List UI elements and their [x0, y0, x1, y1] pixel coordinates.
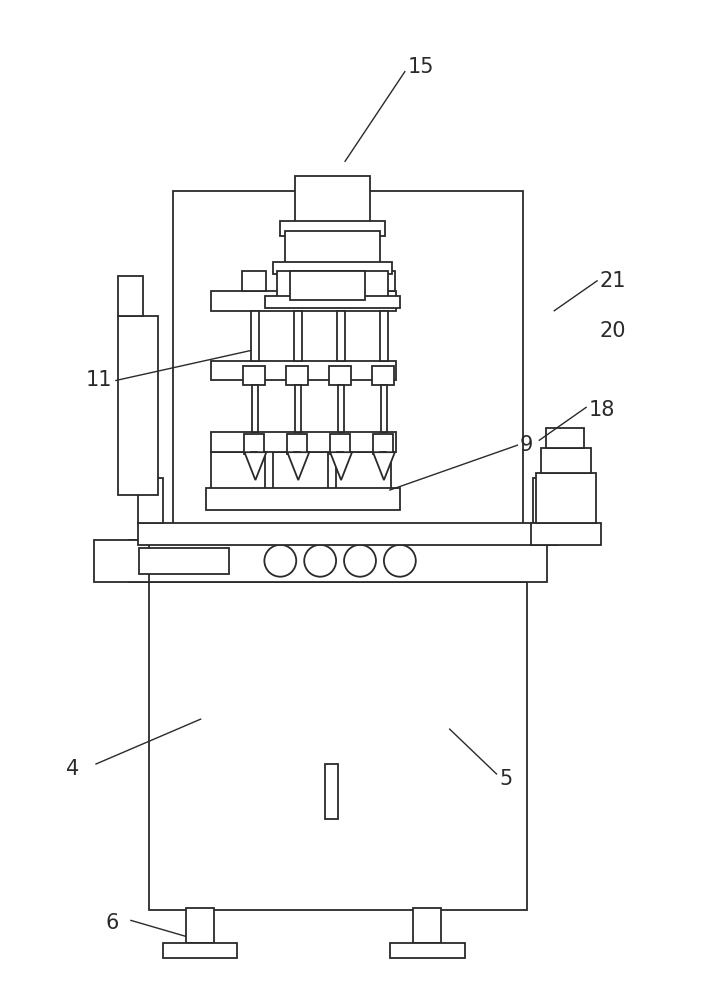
Bar — [329, 366, 351, 385]
Bar — [210, 432, 396, 452]
Bar — [290, 271, 365, 300]
Bar — [138, 478, 163, 523]
Bar — [163, 943, 238, 958]
Text: 11: 11 — [86, 370, 112, 390]
Bar — [286, 271, 309, 291]
Bar — [325, 764, 338, 819]
Bar — [244, 366, 265, 385]
Bar — [186, 908, 214, 943]
Bar — [294, 311, 302, 361]
Bar — [149, 582, 527, 910]
Polygon shape — [330, 452, 352, 480]
Bar — [281, 221, 385, 236]
Text: 21: 21 — [599, 271, 626, 291]
Bar — [286, 366, 308, 385]
Bar — [381, 385, 387, 432]
Bar — [252, 385, 258, 432]
Bar — [328, 271, 352, 291]
Bar — [118, 316, 158, 495]
Text: 4: 4 — [66, 759, 80, 779]
Text: 5: 5 — [500, 769, 513, 789]
Text: 18: 18 — [589, 400, 616, 420]
Text: 20: 20 — [599, 321, 626, 341]
Bar — [338, 385, 344, 432]
Bar — [542, 448, 591, 473]
Bar — [336, 452, 391, 490]
Text: 6: 6 — [106, 913, 120, 933]
Bar — [531, 523, 601, 545]
Polygon shape — [287, 452, 309, 480]
Bar — [295, 385, 301, 432]
Bar — [330, 434, 350, 454]
Bar — [380, 452, 386, 454]
Bar — [210, 291, 396, 311]
Bar — [273, 452, 328, 490]
Bar — [371, 271, 395, 291]
Bar — [380, 311, 388, 361]
Bar — [252, 452, 257, 454]
Bar — [94, 540, 149, 582]
Bar — [287, 434, 307, 454]
Bar — [534, 478, 558, 523]
Bar — [337, 452, 343, 454]
Bar — [129, 540, 547, 582]
Bar — [295, 176, 370, 226]
Text: 15: 15 — [408, 57, 434, 77]
Bar — [242, 271, 266, 291]
Bar — [372, 366, 394, 385]
Bar — [139, 548, 228, 574]
Bar — [244, 434, 265, 454]
Bar — [210, 452, 265, 490]
Bar — [118, 276, 143, 316]
Bar — [373, 434, 393, 454]
Bar — [252, 311, 260, 361]
Bar — [278, 271, 388, 301]
Polygon shape — [244, 452, 266, 480]
Polygon shape — [373, 452, 395, 480]
Bar — [210, 361, 396, 380]
Bar — [536, 473, 596, 523]
Bar — [547, 428, 584, 448]
Bar — [173, 191, 523, 540]
Bar — [413, 908, 441, 943]
Bar — [337, 311, 345, 361]
Bar — [206, 488, 400, 510]
Bar — [390, 943, 465, 958]
Bar — [265, 296, 400, 308]
Bar — [138, 523, 558, 545]
Bar — [273, 262, 392, 274]
Bar — [286, 231, 380, 266]
Text: 9: 9 — [519, 435, 533, 455]
Bar — [294, 452, 300, 454]
